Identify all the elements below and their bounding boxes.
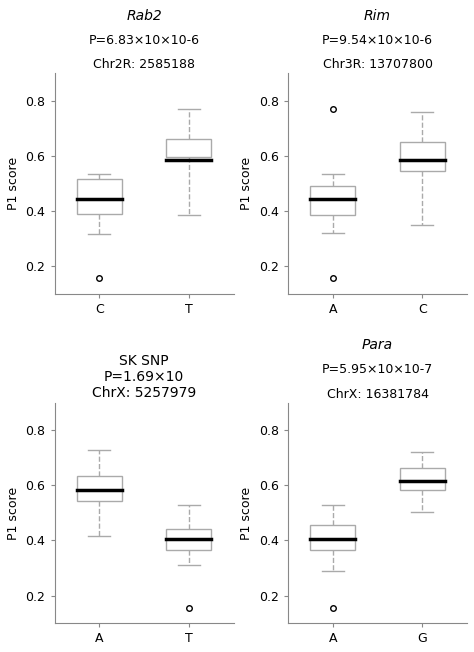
Text: Chr3R: 13707800: Chr3R: 13707800 bbox=[322, 58, 433, 71]
Y-axis label: P1 score: P1 score bbox=[7, 157, 20, 210]
FancyBboxPatch shape bbox=[310, 186, 355, 215]
FancyBboxPatch shape bbox=[400, 142, 445, 171]
FancyBboxPatch shape bbox=[77, 179, 122, 214]
FancyBboxPatch shape bbox=[166, 529, 211, 550]
Title: SK SNP
P=1.69×10
ChrX: 5257979: SK SNP P=1.69×10 ChrX: 5257979 bbox=[92, 354, 196, 400]
Text: Chr2R: 2585188: Chr2R: 2585188 bbox=[93, 58, 195, 71]
Text: P=6.83×10×10-6: P=6.83×10×10-6 bbox=[89, 34, 200, 47]
Text: P=9.54×10×10-6: P=9.54×10×10-6 bbox=[322, 34, 433, 47]
Text: ChrX: 16381784: ChrX: 16381784 bbox=[327, 388, 428, 401]
Text: Para: Para bbox=[362, 338, 393, 352]
Y-axis label: P1 score: P1 score bbox=[240, 486, 254, 539]
Y-axis label: P1 score: P1 score bbox=[7, 486, 20, 539]
Text: Rab2: Rab2 bbox=[126, 8, 162, 23]
Y-axis label: P1 score: P1 score bbox=[240, 157, 254, 210]
Text: Rim: Rim bbox=[364, 8, 391, 23]
FancyBboxPatch shape bbox=[77, 476, 122, 501]
FancyBboxPatch shape bbox=[166, 140, 211, 157]
FancyBboxPatch shape bbox=[400, 467, 445, 490]
FancyBboxPatch shape bbox=[310, 526, 355, 550]
Text: P=5.95×10×10-7: P=5.95×10×10-7 bbox=[322, 363, 433, 376]
